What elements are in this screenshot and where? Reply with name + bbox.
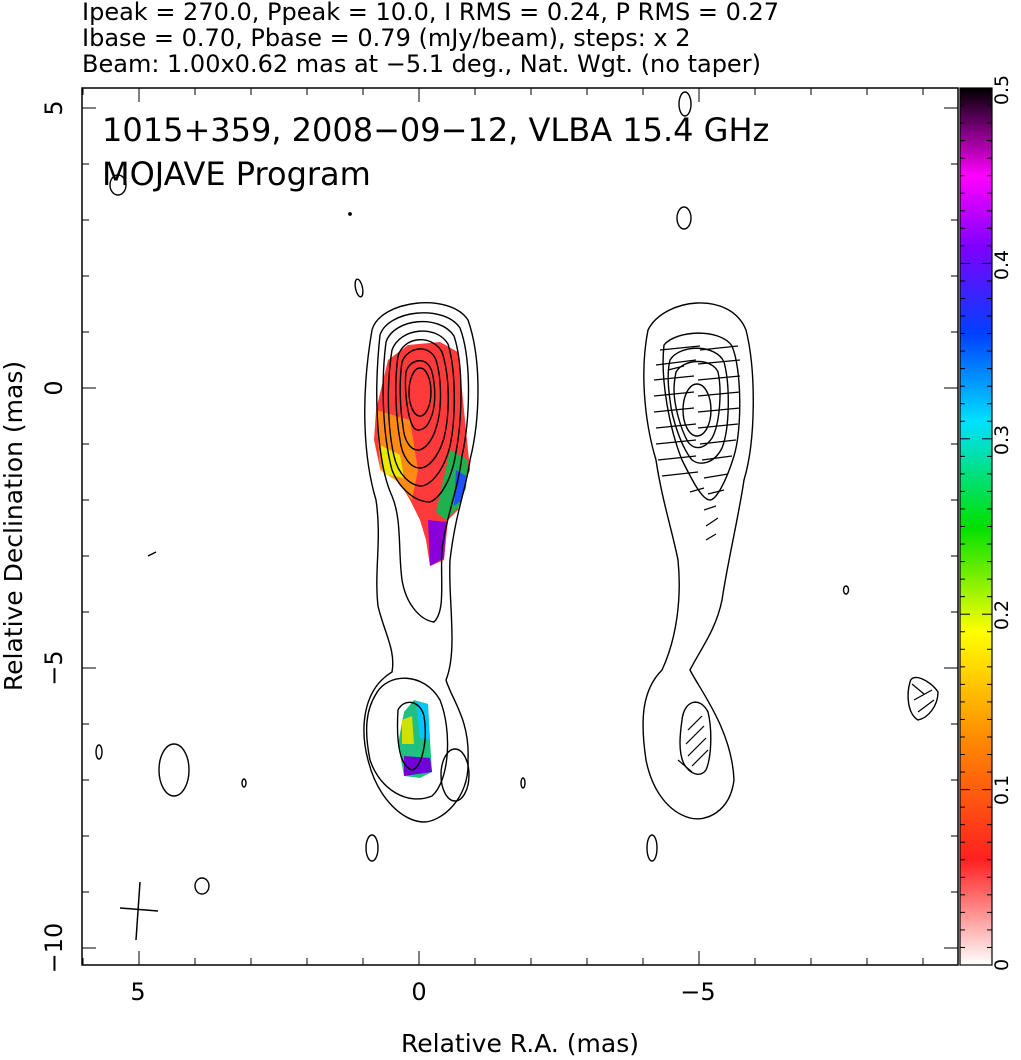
contour-right-4 — [682, 383, 712, 437]
header-line-3: Beam: 1.00x0.62 mas at −5.1 deg., Nat. W… — [82, 50, 761, 78]
plot-area: 1015+359, 2008−09−12, VLBA 15.4 GHz MOJA… — [95, 91, 958, 941]
program-annotation: MOJAVE Program — [102, 155, 371, 193]
contour-left-5 — [399, 348, 442, 451]
contour-blob — [158, 743, 190, 797]
contour-left-7 — [408, 367, 432, 417]
contour-right-2 — [667, 347, 729, 464]
contour-left-1 — [376, 312, 470, 623]
x-axis-label: Relative R.A. (mas) — [401, 1029, 639, 1058]
contour-blob — [520, 777, 526, 789]
core-pfrac-yellow — [380, 445, 404, 478]
colorbar-tick-label: 0.5 — [991, 75, 1013, 105]
contour-knot-0 — [365, 677, 449, 800]
contour-blob — [241, 778, 247, 788]
right-contours — [520, 91, 958, 862]
contour-right-0 — [642, 302, 754, 820]
beam-cross — [119, 881, 159, 941]
contour-blob — [109, 174, 127, 196]
knot-pfrac-cyan — [416, 702, 430, 740]
contour-blob — [348, 212, 352, 216]
colorbar-tick-label: 0.3 — [991, 425, 1013, 455]
contour-right-knot — [679, 701, 712, 775]
x-tick-label: 0 — [411, 978, 426, 1006]
contour-blob — [646, 834, 658, 862]
colorbar-tick-label: 0.2 — [991, 600, 1013, 630]
contour-knot-1 — [396, 701, 426, 771]
y-tick-label: −10 — [40, 923, 68, 974]
header-line-1: Ipeak = 270.0, Ppeak = 10.0, I RMS = 0.2… — [82, 0, 779, 26]
colorbar-fill — [959, 87, 993, 966]
contour-knot-side — [440, 748, 470, 802]
x-tick-label: 5 — [130, 978, 145, 1006]
contour-left-4 — [395, 338, 449, 469]
y-tick-label: 0 — [40, 380, 68, 395]
y-axis-label: Relative Declination (mas) — [0, 361, 28, 691]
contour-blob — [907, 676, 939, 721]
plot-frame — [81, 87, 959, 966]
contour-left-6 — [404, 360, 436, 431]
contour-right-1 — [662, 332, 741, 501]
contour-blob — [95, 744, 103, 760]
colorbar-tick-label: 0 — [991, 959, 1013, 971]
colorbar-ticks — [960, 87, 992, 966]
contour-left-2 — [382, 320, 462, 503]
contour-blob — [147, 551, 157, 557]
core-pfrac-blue — [454, 470, 466, 506]
evpa-ticks — [653, 345, 935, 773]
contour-blob — [354, 278, 364, 298]
polarization-color-patches — [374, 342, 470, 778]
contour-blob — [194, 877, 210, 895]
colorbar-tick-label: 0.4 — [991, 250, 1013, 280]
colorbar: 0 0.1 0.2 0.3 0.4 0.5 — [959, 75, 1013, 971]
knot-pfrac-yellow — [402, 716, 414, 744]
source-annotation: 1015+359, 2008−09−12, VLBA 15.4 GHz — [102, 111, 769, 149]
axis-ticks — [82, 88, 958, 965]
contour-blob — [842, 585, 850, 595]
contour-blob — [676, 206, 692, 230]
contour-left-3 — [387, 330, 455, 487]
contour-blob — [365, 834, 379, 862]
left-contours — [95, 174, 479, 895]
y-tick-label: −5 — [40, 650, 68, 685]
header-line-2: Ibase = 0.70, Pbase = 0.79 (mJy/beam), s… — [82, 24, 691, 52]
contour-left-0 — [363, 302, 479, 823]
colorbar-tick-label: 0.1 — [991, 775, 1013, 805]
y-tick-label: 5 — [40, 100, 68, 115]
contour-right-3 — [673, 360, 721, 449]
x-tick-label: −5 — [680, 978, 715, 1006]
contour-blob — [678, 91, 692, 117]
